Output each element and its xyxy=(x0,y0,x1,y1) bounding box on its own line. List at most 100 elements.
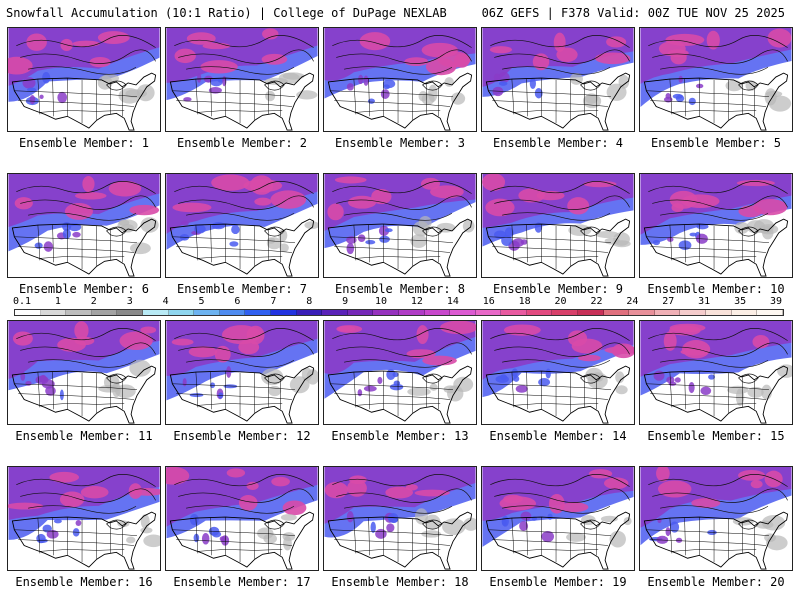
state-border xyxy=(488,383,611,390)
snow-contour-line xyxy=(494,49,630,64)
snow-area-trace xyxy=(463,517,476,531)
snow-area-heavy xyxy=(656,467,670,482)
snow-area-heavy xyxy=(736,179,775,187)
legend-tick-label: 18 xyxy=(518,296,531,307)
legend-tick-label: 16 xyxy=(482,296,495,307)
snow-area-heavy xyxy=(26,33,47,51)
snow-area-trace xyxy=(101,73,120,83)
snow-area-scattered xyxy=(189,393,204,398)
state-border xyxy=(684,518,686,556)
snow-area-trace xyxy=(755,520,774,529)
ensemble-member-map xyxy=(481,466,635,571)
snow-contour-line xyxy=(106,226,127,237)
snow-area-trace xyxy=(117,520,130,528)
snow-contour-line xyxy=(502,505,611,514)
snow-area-heavy xyxy=(583,180,617,188)
snow-area-heavy xyxy=(657,480,692,498)
state-border xyxy=(172,383,295,390)
legend-swatch xyxy=(629,310,655,315)
snow-area-scattered xyxy=(708,374,716,380)
snow-contour-line xyxy=(20,488,156,503)
state-border xyxy=(14,383,137,390)
snow-area-trace xyxy=(615,385,628,395)
snow-contour-line xyxy=(738,226,759,237)
country-border xyxy=(11,72,157,131)
state-border xyxy=(39,403,125,406)
snow-area-scattered xyxy=(541,530,555,543)
snow-contour-line xyxy=(174,35,314,48)
country-border xyxy=(169,365,315,424)
snow-area-scattered xyxy=(357,389,363,397)
snow-area-scattered xyxy=(657,517,662,524)
state-border xyxy=(37,224,41,261)
snow-area-scattered xyxy=(229,241,239,247)
snow-area-scattered xyxy=(62,228,71,239)
snow-area-heavy xyxy=(404,57,429,67)
snow-area-scattered xyxy=(346,242,355,255)
snow-contour-line xyxy=(502,359,611,368)
snow-area-scattered xyxy=(515,385,528,393)
ensemble-member-map xyxy=(323,466,477,571)
snow-band-moderate xyxy=(482,174,634,228)
snow-area-trace xyxy=(266,237,282,250)
snow-area-trace xyxy=(280,514,297,521)
snowfall-map xyxy=(166,321,318,424)
snowfall-map xyxy=(324,28,476,131)
snow-area-scattered xyxy=(520,239,528,245)
snow-area-scattered xyxy=(379,235,390,243)
ensemble-member-label: Ensemble Member: 19 xyxy=(489,575,627,589)
snow-area-heavy xyxy=(349,475,367,485)
country-border xyxy=(11,511,157,570)
snow-contour-line xyxy=(336,49,472,64)
ensemble-member-map xyxy=(323,27,477,132)
snow-area-trace xyxy=(761,384,772,400)
snow-contour-line xyxy=(490,181,630,194)
snowfall-map xyxy=(640,174,792,277)
legend-swatch xyxy=(424,310,451,315)
snow-area-scattered xyxy=(493,73,501,82)
snow-contour-line xyxy=(186,212,295,221)
state-border xyxy=(511,224,515,261)
snow-area-trace xyxy=(282,72,305,80)
snow-area-trace xyxy=(282,532,296,541)
legend-tick-label: 5 xyxy=(198,296,205,307)
snow-area-scattered xyxy=(534,87,543,99)
state-border xyxy=(18,100,135,107)
state-border xyxy=(368,79,370,117)
state-border xyxy=(353,224,357,261)
snow-area-heavy xyxy=(243,179,283,193)
state-border xyxy=(368,225,370,263)
state-border xyxy=(353,371,357,408)
snow-area-trace xyxy=(615,371,625,384)
snow-contour-line xyxy=(494,195,630,210)
snow-area-heavy xyxy=(440,321,476,335)
snow-area-heavy xyxy=(752,335,770,349)
snow-contour-line xyxy=(332,328,472,341)
legend-tick-label: 4 xyxy=(162,296,169,307)
state-border xyxy=(526,225,528,263)
snow-contour-line xyxy=(174,474,314,487)
snow-area-scattered xyxy=(498,72,510,83)
snow-contour-line xyxy=(490,474,630,487)
snow-area-trace xyxy=(118,88,141,104)
legend-swatch xyxy=(731,310,758,315)
snow-area-heavy xyxy=(130,488,160,496)
snow-area-scattered xyxy=(667,236,674,242)
legend-swatch xyxy=(245,310,271,315)
snow-area-heavy xyxy=(706,30,720,50)
snow-area-trace xyxy=(306,369,318,385)
state-border xyxy=(650,100,767,107)
country-border xyxy=(169,511,315,570)
snow-contour-line xyxy=(660,212,769,221)
legend-swatch xyxy=(347,310,374,315)
state-border xyxy=(37,517,41,554)
ensemble-member-label: Ensemble Member: 20 xyxy=(647,575,785,589)
snow-area-heavy xyxy=(753,198,788,216)
state-border xyxy=(195,517,199,554)
ensemble-member-label: Ensemble Member: 6 xyxy=(18,282,150,296)
state-border xyxy=(330,90,453,97)
legend-swatch xyxy=(270,310,297,315)
snow-area-heavy xyxy=(518,188,546,203)
country-border xyxy=(11,218,157,277)
legend-tick-label: 8 xyxy=(306,296,313,307)
